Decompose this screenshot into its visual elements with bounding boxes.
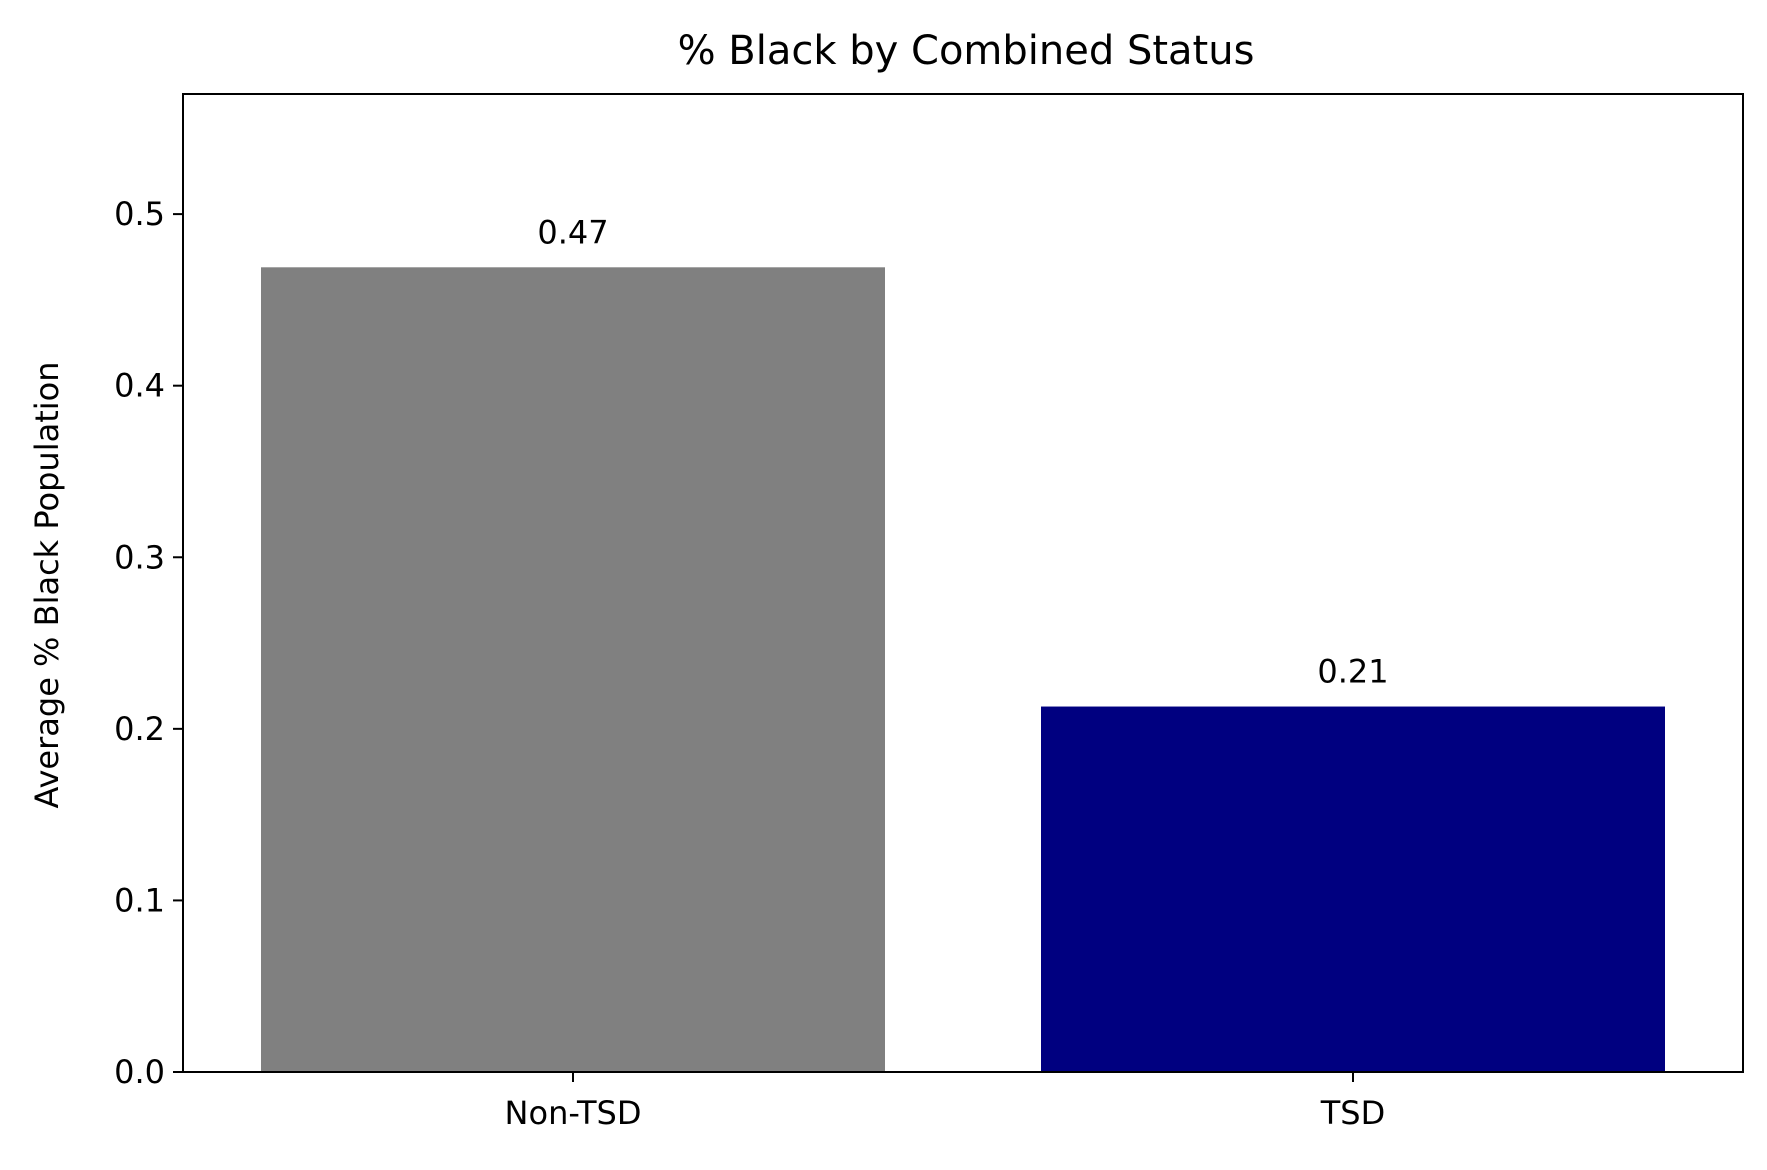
bar-value-label: 0.21 bbox=[1317, 653, 1388, 691]
y-axis-label-group: Average % Black Population bbox=[28, 361, 66, 808]
bars-group bbox=[261, 267, 1665, 1072]
chart-title: % Black by Combined Status bbox=[678, 28, 1255, 74]
x-tick-label: TSD bbox=[1320, 1094, 1386, 1132]
x-axis-ticks: Non-TSD TSD bbox=[505, 1072, 1386, 1132]
y-tick-label: 0.4 bbox=[114, 367, 165, 405]
x-tick-label: Non-TSD bbox=[505, 1094, 642, 1132]
y-tick-label: 0.1 bbox=[114, 881, 165, 919]
y-axis-label: Average % Black Population bbox=[28, 361, 66, 808]
y-tick-label: 0.5 bbox=[114, 195, 165, 233]
y-tick-label: 0.2 bbox=[114, 710, 165, 748]
plot-area-frame bbox=[182, 93, 1744, 1073]
bar-non-tsd bbox=[261, 267, 885, 1072]
y-tick-label: 0.0 bbox=[114, 1053, 165, 1091]
bar-tsd bbox=[1041, 706, 1665, 1072]
value-labels-group: 0.47 0.21 bbox=[537, 213, 1388, 690]
y-axis-ticks: 0.0 0.1 0.2 0.3 0.4 0.5 bbox=[114, 195, 183, 1091]
bar-value-label: 0.47 bbox=[537, 213, 608, 251]
y-tick-label: 0.3 bbox=[114, 538, 165, 576]
